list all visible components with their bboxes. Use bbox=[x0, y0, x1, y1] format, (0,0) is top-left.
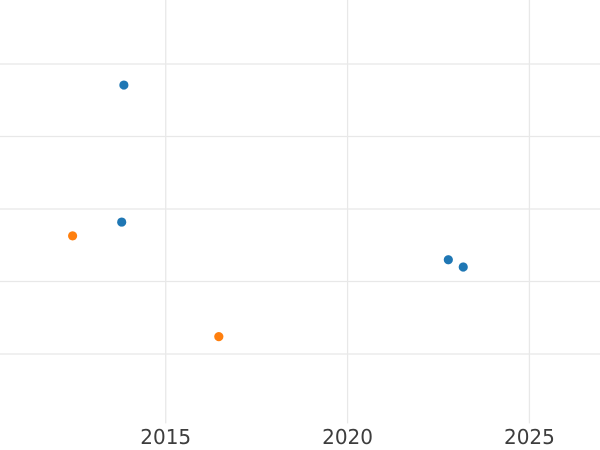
scatter-point-series-orange bbox=[67, 231, 78, 241]
scatter-point-series-blue bbox=[119, 80, 129, 90]
scatter-point-series-blue bbox=[443, 255, 453, 265]
x-tick-label: 2025 bbox=[504, 425, 555, 449]
x-tick-label: 2020 bbox=[322, 425, 373, 449]
scatter-point-series-blue bbox=[458, 262, 468, 272]
scatter-point-series-orange bbox=[214, 332, 224, 342]
scatter-point-series-blue bbox=[117, 217, 127, 227]
x-tick-label: 2015 bbox=[140, 425, 191, 449]
